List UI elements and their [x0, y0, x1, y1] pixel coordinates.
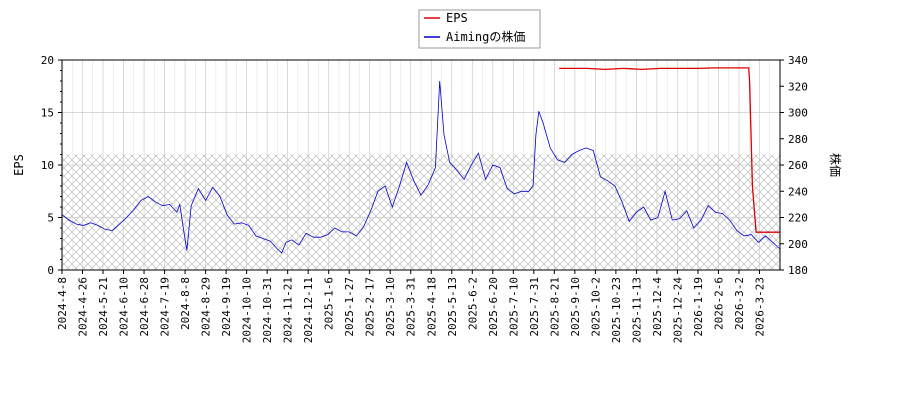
series-layer: [61, 67, 781, 254]
x-tick-label: 2025-7-31: [528, 277, 541, 337]
legend-eps-label: EPS: [446, 11, 468, 25]
right-tick-label: 260: [788, 159, 808, 172]
x-tick-label: 2024-6-10: [118, 277, 131, 337]
x-tick-label: 2025-10-23: [610, 277, 623, 343]
x-tick-label: 2025-3-31: [405, 277, 418, 337]
x-tick-label: 2026-2-6: [712, 277, 725, 330]
x-tick-label: 2025-3-10: [384, 277, 397, 337]
x-tick-label: 2024-5-21: [97, 277, 110, 337]
right-tick-label: 320: [788, 80, 808, 93]
left-tick-label: 20: [41, 54, 54, 67]
left-axis-label: EPS: [12, 154, 26, 176]
x-tick-label: 2024-4-26: [77, 277, 90, 337]
x-tick-label: 2024-8-29: [200, 277, 213, 337]
x-tick-label: 2024-8-8: [179, 277, 192, 330]
left-axis-ticks: 0 5 10 15 20: [41, 54, 62, 277]
right-axis-label: 株価: [828, 153, 843, 177]
eps-line: [559, 67, 780, 233]
x-tick-label: 2024-6-28: [138, 277, 151, 337]
right-tick-label: 200: [788, 238, 808, 251]
x-tick-label: 2026-3-2: [733, 277, 746, 330]
x-tick-label: 2024-10-10: [241, 277, 254, 343]
right-tick-label: 240: [788, 185, 808, 198]
left-tick-label: 5: [47, 212, 54, 225]
x-tick-label: 2024-4-8: [56, 277, 69, 330]
left-tick-label: 15: [41, 107, 54, 120]
legend-price-label: Aimingの株価: [446, 29, 525, 44]
right-tick-label: 280: [788, 133, 808, 146]
x-tick-label: 2024-9-19: [220, 277, 233, 337]
x-axis-ticks: 2024-4-8 2024-4-26 2024-5-21 2024-6-10 2024-…: [56, 270, 766, 343]
x-tick-label: 2025-6-20: [487, 277, 500, 337]
x-tick-label: 2025-1-6: [323, 277, 336, 330]
x-tick-label: 2026-1-19: [692, 277, 705, 337]
x-tick-label: 2024-11-21: [282, 277, 295, 343]
right-axis-ticks: 180 200 220 240 260 280 300 320 340: [780, 54, 808, 277]
right-tick-label: 180: [788, 264, 808, 277]
x-tick-label: 2025-5-13: [446, 277, 459, 337]
x-tick-label: 2025-9-10: [569, 277, 582, 337]
stock-price-line: [61, 80, 781, 254]
x-tick-label: 2025-2-17: [364, 277, 377, 337]
x-tick-label: 2025-8-21: [548, 277, 561, 337]
x-tick-label: 2025-11-13: [630, 277, 643, 343]
x-tick-label: 2025-10-2: [589, 277, 602, 337]
x-tick-label: 2025-12-24: [671, 277, 684, 344]
left-tick-label: 10: [41, 159, 54, 172]
left-tick-label: 0: [47, 264, 54, 277]
x-tick-label: 2025-1-27: [343, 277, 356, 337]
x-tick-label: 2024-12-11: [302, 277, 315, 343]
plot-frame: [61, 59, 781, 271]
x-tick-label: 2025-12-4: [651, 277, 664, 337]
x-tick-label: 2025-6-2: [466, 277, 479, 330]
x-tick-label: 2026-3-23: [753, 277, 766, 337]
legend: EPS Aimingの株価: [418, 9, 541, 49]
legend-box: [418, 9, 541, 49]
x-tick-label: 2025-4-18: [425, 277, 438, 337]
right-tick-label: 220: [788, 212, 808, 225]
x-tick-label: 2024-10-31: [261, 277, 274, 343]
x-tick-label: 2024-7-19: [159, 277, 172, 337]
x-tick-label: 2025-7-10: [507, 277, 520, 337]
right-tick-label: 300: [788, 107, 808, 120]
right-tick-label: 340: [788, 54, 808, 67]
